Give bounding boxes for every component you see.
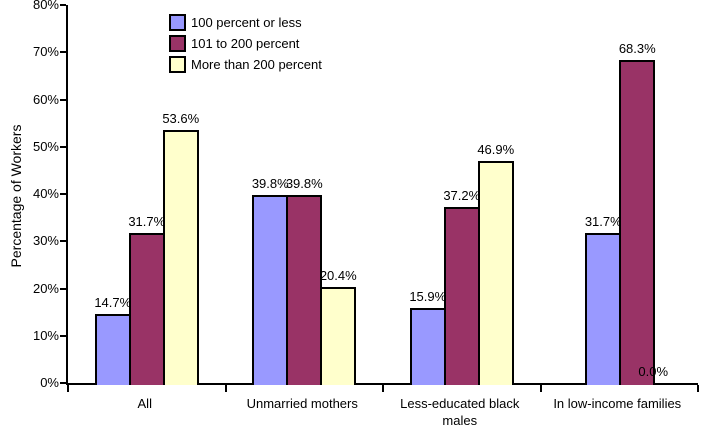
x-axis-tick	[382, 385, 384, 392]
y-axis-tick-label: 50%	[32, 138, 59, 154]
bar-group: 14.7% 31.7% 53.6%	[68, 5, 226, 385]
y-axis-tick-label: 10%	[32, 327, 59, 343]
category-label: Less-educated black males	[400, 396, 520, 428]
bar	[619, 60, 656, 385]
y-axis-title: Percentage of Workers	[8, 124, 24, 268]
data-label: 46.9%	[477, 142, 515, 158]
y-axis-tick-label: 0%	[40, 375, 59, 390]
legend-item: 101 to 200 percent	[169, 35, 322, 52]
bar	[409, 307, 446, 385]
y-axis-tick	[60, 287, 66, 290]
bar-slot: 14.7%	[94, 295, 131, 385]
data-label: 37.2%	[443, 188, 481, 204]
y-axis-tick	[60, 145, 66, 148]
legend-swatch-icon	[169, 35, 186, 52]
y-axis-tick	[60, 334, 66, 337]
data-label: 15.9%	[409, 288, 447, 304]
bar-group: 31.7% 68.3% 0.0%	[541, 5, 699, 385]
legend: 100 percent or less 101 to 200 percent Mor…	[169, 14, 322, 77]
category-label: All	[137, 396, 152, 411]
bar	[252, 194, 289, 385]
bar-group: 15.9% 37.2% 46.9%	[383, 5, 541, 385]
bar-slot: 31.7%	[128, 214, 165, 385]
bar	[443, 207, 480, 385]
legend-label: 101 to 200 percent	[191, 36, 300, 51]
legend-item: 100 percent or less	[169, 14, 322, 31]
y-axis-tick-label: 20%	[32, 280, 59, 296]
bar-slot: 37.2%	[443, 188, 480, 385]
x-axis-tick	[539, 385, 542, 392]
bar-slot: 39.8%	[252, 176, 289, 385]
plot-area: 0% 10% 20% 30% 40% 50% 60% 70% 80% 14.7% 31.7% 53.…	[33, 0, 699, 392]
y-axis-tick	[60, 51, 66, 54]
y-axis-tick-label: 80%	[32, 0, 59, 12]
legend-swatch-icon	[169, 14, 186, 31]
data-label: 14.7%	[94, 294, 132, 310]
y-axis-tick	[60, 4, 66, 6]
data-label: 20.4%	[319, 267, 357, 283]
y-axis-tick	[60, 382, 66, 384]
bar	[477, 161, 514, 385]
data-label: 68.3%	[618, 41, 656, 57]
y-axis-tick-label: 60%	[32, 91, 59, 107]
y-axis-tick	[60, 193, 66, 195]
x-axis-tick	[67, 385, 69, 392]
legend-item: More than 200 percent	[169, 56, 322, 73]
legend-swatch-icon	[169, 56, 186, 73]
category-label: Unmarried mothers	[246, 396, 358, 411]
bar	[286, 194, 323, 385]
bar	[585, 233, 622, 385]
bar	[94, 313, 131, 385]
y-axis-tick	[60, 98, 66, 101]
legend-label: More than 200 percent	[191, 57, 322, 72]
bar-slot: 53.6%	[162, 111, 199, 385]
bar	[320, 286, 357, 385]
bar-slot: 15.9%	[409, 289, 446, 385]
bar-slot: 20.4%	[320, 268, 357, 385]
bar-slot: 39.8%	[286, 176, 323, 385]
data-label: 53.6%	[162, 110, 200, 126]
category-label: In low-income families	[553, 396, 682, 411]
legend-label: 100 percent or less	[191, 15, 302, 30]
bar-slot: 31.7%	[585, 214, 622, 385]
bar-slot: 46.9%	[477, 142, 514, 385]
data-label: 31.7%	[128, 214, 166, 230]
y-axis-tick	[60, 240, 66, 243]
bar	[128, 233, 165, 385]
y-axis-tick-label: 40%	[32, 186, 59, 201]
bar	[162, 129, 199, 385]
data-label: 39.8%	[251, 175, 289, 191]
category-labels: All Unmarried mothers Less-educated black …	[66, 395, 696, 429]
data-label: 39.8%	[285, 175, 323, 191]
x-axis-tick	[224, 385, 227, 392]
bar-slot: 68.3%	[619, 41, 656, 385]
y-axis-tick-label: 30%	[32, 233, 59, 249]
bar-group: 39.8% 39.8% 20.4%	[226, 5, 384, 385]
data-label: 0.0%	[638, 364, 669, 379]
x-axis-tick	[697, 385, 699, 392]
y-axis-tick-label: 70%	[32, 44, 59, 60]
data-label: 31.7%	[584, 214, 622, 230]
